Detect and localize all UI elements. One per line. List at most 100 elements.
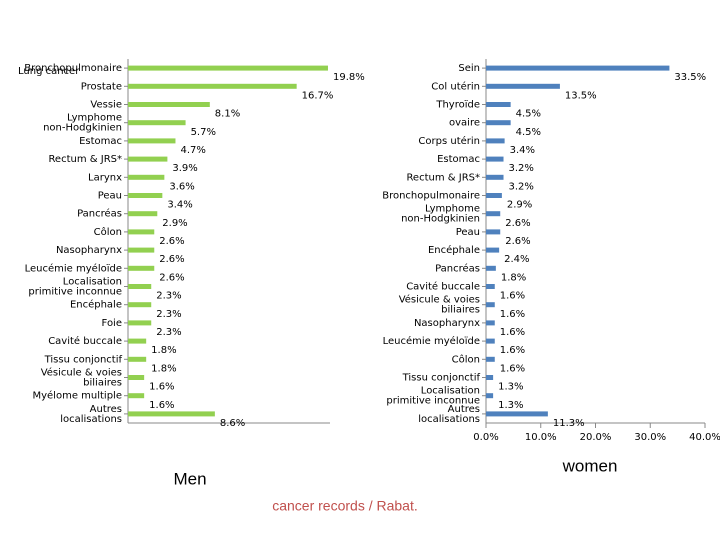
x-tick-label: 10.0% bbox=[525, 432, 557, 443]
bar bbox=[128, 338, 147, 344]
category-label: Vésicule & voies biliaires bbox=[41, 367, 122, 389]
bar bbox=[486, 411, 548, 417]
category-label: Prostate bbox=[81, 81, 122, 92]
category-label: Cavité buccale bbox=[406, 281, 480, 293]
category-label: Vessie bbox=[90, 100, 122, 111]
value-label: 1.6% bbox=[500, 345, 525, 356]
category-label: Cavité buccale bbox=[48, 335, 122, 347]
category-label: Encéphale bbox=[428, 244, 480, 256]
bar bbox=[128, 102, 210, 107]
bar bbox=[128, 247, 155, 253]
value-label: 3.4% bbox=[167, 200, 192, 211]
bar bbox=[128, 229, 155, 235]
x-tick-label: 30.0% bbox=[634, 432, 666, 443]
value-label: 2.3% bbox=[156, 291, 181, 302]
value-label: 2.6% bbox=[505, 236, 530, 247]
bar bbox=[128, 302, 152, 308]
value-label: 5.7% bbox=[191, 127, 216, 138]
value-label: 2.6% bbox=[505, 218, 530, 229]
bar bbox=[486, 174, 504, 180]
value-label: 1.6% bbox=[500, 363, 525, 374]
bar bbox=[128, 265, 155, 271]
category-label: Estomac bbox=[437, 154, 480, 165]
bar bbox=[486, 65, 670, 71]
value-label: 11.3% bbox=[553, 418, 585, 429]
value-label: 1.6% bbox=[500, 309, 525, 320]
value-label: 33.5% bbox=[674, 72, 706, 83]
bar bbox=[486, 120, 511, 126]
category-label: ovaire bbox=[449, 118, 480, 129]
bar bbox=[128, 120, 186, 126]
category-label: Autres localisations bbox=[60, 404, 122, 425]
annotation: Lung cancer bbox=[18, 66, 80, 77]
x-tick-label: 0.0% bbox=[473, 432, 498, 443]
category-label: Lymphome non-Hodgkinien bbox=[401, 204, 480, 225]
bar bbox=[486, 211, 501, 217]
value-label: 2.6% bbox=[159, 272, 184, 283]
value-label: 13.5% bbox=[565, 90, 597, 101]
value-label: 3.9% bbox=[172, 163, 197, 174]
category-label: Nasopharynx bbox=[414, 318, 480, 329]
bar bbox=[486, 229, 501, 235]
category-label: Estomac bbox=[79, 136, 122, 147]
category-label: Lymphome non-Hodgkinien bbox=[43, 113, 122, 134]
category-label: Thyroïde bbox=[435, 100, 480, 111]
category-label: Myélome multiple bbox=[32, 390, 122, 402]
category-label: Peau bbox=[98, 191, 122, 202]
category-label: Foie bbox=[102, 318, 122, 329]
bar bbox=[128, 375, 145, 380]
value-label: 2.6% bbox=[159, 236, 184, 247]
value-label: 1.8% bbox=[501, 272, 526, 283]
value-label: 8.1% bbox=[215, 109, 240, 120]
category-label: Leucémie myéloïde bbox=[25, 262, 122, 274]
x-tick-label: 40.0% bbox=[689, 432, 720, 443]
value-label: 4.5% bbox=[516, 127, 541, 138]
category-label: Corps utérin bbox=[418, 135, 480, 147]
value-label: 2.9% bbox=[507, 200, 532, 211]
category-label: Sein bbox=[458, 63, 480, 74]
bar bbox=[128, 174, 165, 180]
category-label: Rectum & JRS* bbox=[48, 154, 122, 165]
value-label: 1.8% bbox=[151, 345, 176, 356]
value-label: 1.6% bbox=[149, 400, 174, 411]
category-label: Tissu conjonctif bbox=[44, 354, 123, 365]
bar bbox=[128, 411, 215, 417]
bar bbox=[486, 265, 496, 271]
category-label: Bronchopulmonaire bbox=[24, 63, 122, 74]
value-label: 3.6% bbox=[169, 181, 194, 192]
value-label: 2.3% bbox=[156, 309, 181, 320]
category-label: Col utérin bbox=[431, 80, 480, 92]
bar bbox=[486, 102, 511, 107]
footer: cancer records / Rabat. bbox=[272, 498, 418, 514]
category-label: Côlon bbox=[452, 353, 480, 365]
value-label: 19.8% bbox=[333, 72, 365, 83]
chart-title: women bbox=[562, 456, 618, 475]
bar bbox=[486, 193, 502, 198]
bar bbox=[486, 393, 494, 399]
category-label: Peau bbox=[456, 227, 480, 238]
value-label: 3.2% bbox=[509, 181, 534, 192]
category-label: Côlon bbox=[94, 226, 122, 238]
bar bbox=[128, 65, 328, 71]
bar bbox=[486, 356, 495, 362]
value-label: 1.6% bbox=[500, 291, 525, 302]
bar bbox=[128, 284, 152, 289]
bar bbox=[486, 138, 505, 144]
bar bbox=[128, 138, 176, 144]
category-label: Bronchopulmonaire bbox=[382, 191, 480, 202]
category-label: Pancréas bbox=[77, 208, 122, 220]
bar bbox=[486, 302, 495, 308]
value-label: 2.3% bbox=[156, 327, 181, 338]
category-label: Tissu conjonctif bbox=[402, 373, 481, 384]
value-label: 1.3% bbox=[498, 400, 523, 411]
value-label: 8.6% bbox=[220, 418, 245, 429]
value-label: 2.6% bbox=[159, 254, 184, 265]
bar bbox=[486, 284, 495, 289]
value-label: 1.6% bbox=[149, 382, 174, 393]
value-label: 4.5% bbox=[516, 109, 541, 120]
bar bbox=[486, 83, 560, 89]
bar bbox=[486, 375, 494, 380]
value-label: 3.4% bbox=[510, 145, 535, 156]
value-label: 2.9% bbox=[162, 218, 187, 229]
bar bbox=[486, 156, 504, 162]
